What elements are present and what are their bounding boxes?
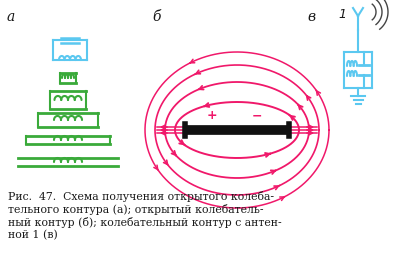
Text: 1: 1 bbox=[338, 8, 346, 21]
Text: Рис.  47.  Схема получения открытого колеба-: Рис. 47. Схема получения открытого колеб… bbox=[8, 191, 274, 202]
Text: б: б bbox=[152, 10, 161, 24]
Text: ный контур (б); колебательный контур с антен-: ный контур (б); колебательный контур с а… bbox=[8, 217, 282, 228]
Text: в: в bbox=[307, 10, 315, 24]
Text: +: + bbox=[207, 109, 217, 122]
Text: тельного контура (а); открытый колебатель-: тельного контура (а); открытый колебател… bbox=[8, 204, 263, 215]
Text: ной 1 (в): ной 1 (в) bbox=[8, 230, 58, 240]
Text: −: − bbox=[252, 109, 262, 122]
Text: а: а bbox=[7, 10, 15, 24]
